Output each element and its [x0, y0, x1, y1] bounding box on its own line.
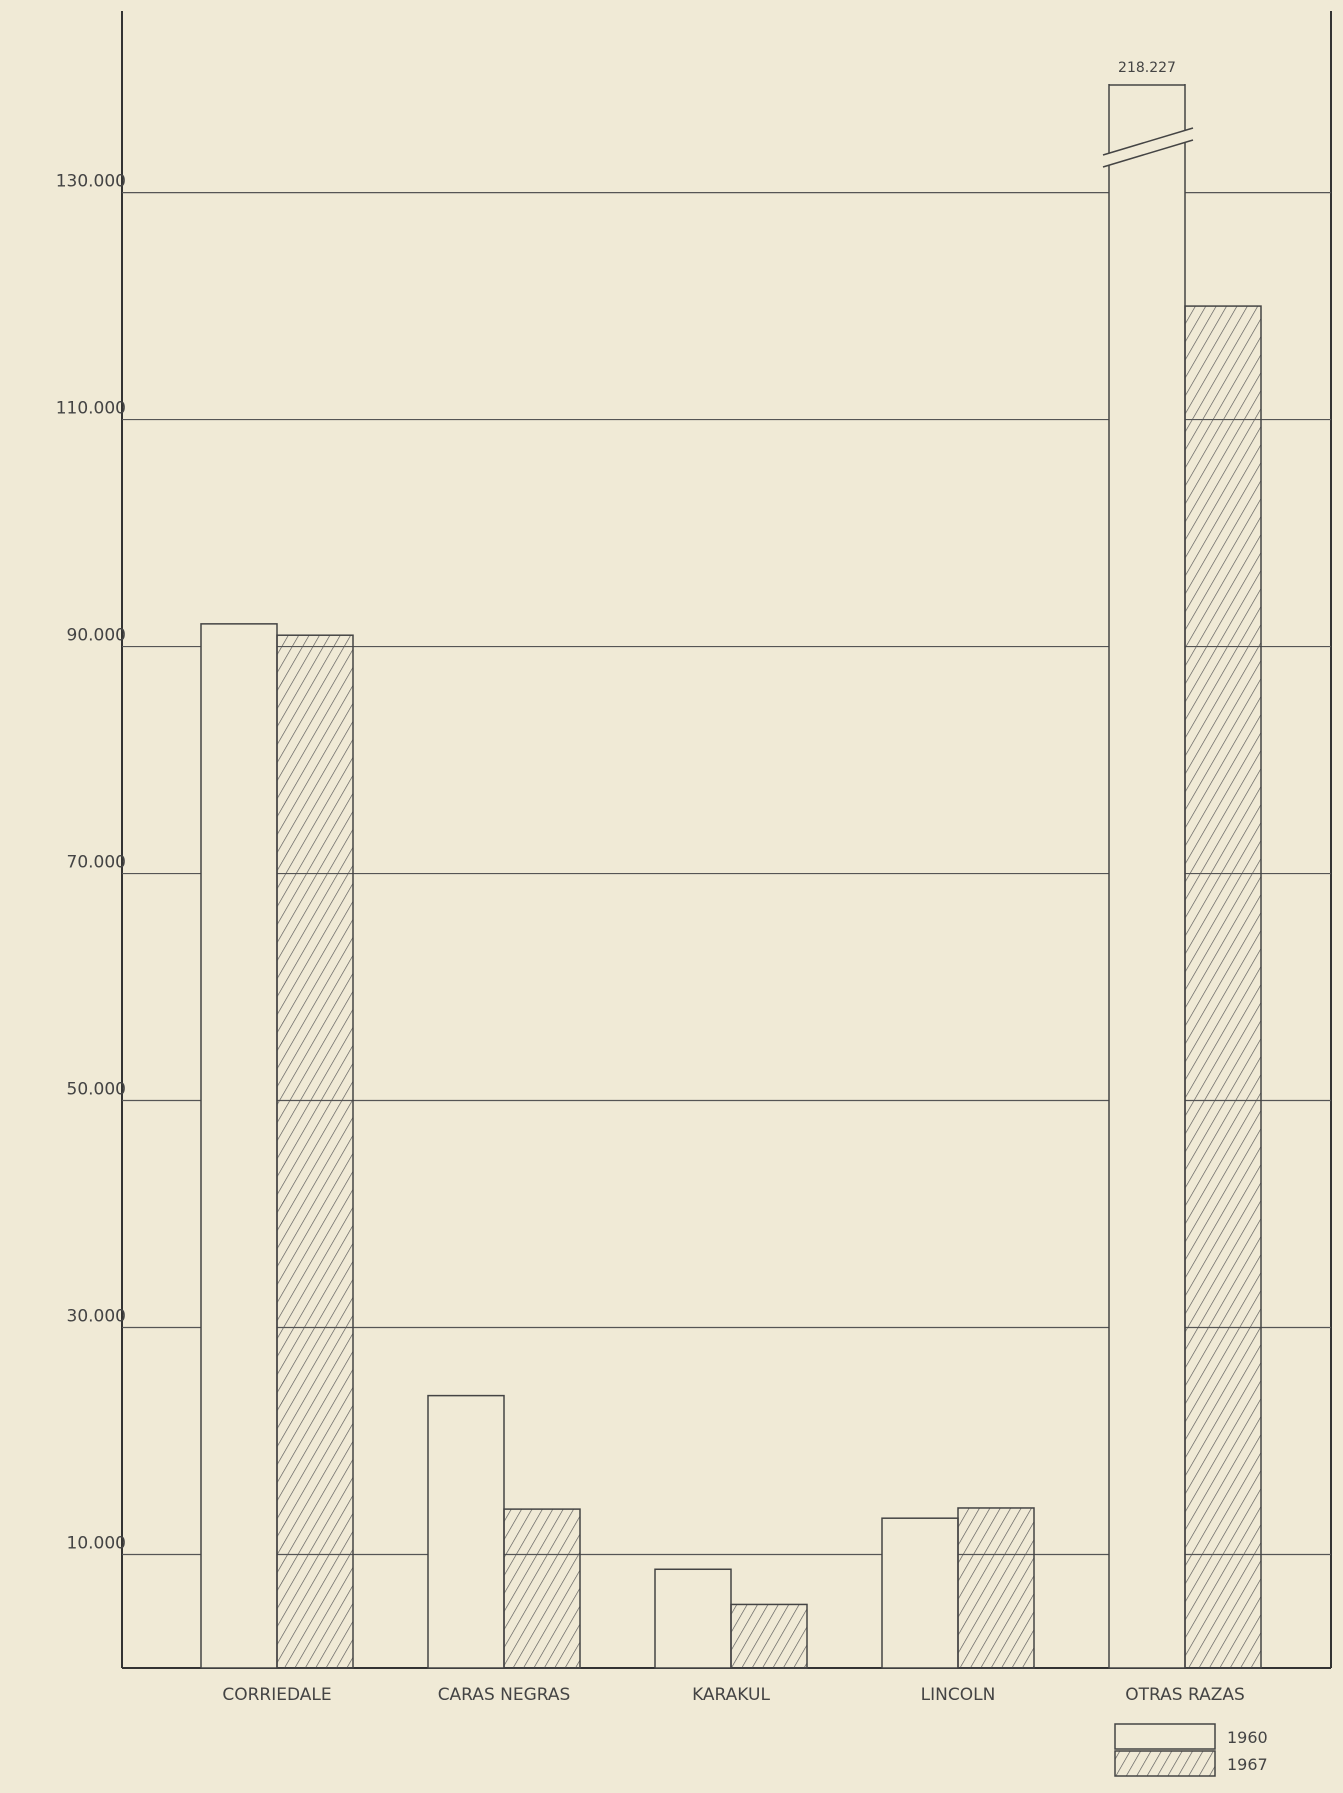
bar [503, 1508, 581, 1669]
x-tick-label: CARAS NEGRAS [438, 1685, 571, 1705]
value-label: 218.227 [1118, 60, 1176, 76]
legend-label: 1967 [1227, 1755, 1268, 1774]
bar [730, 1603, 808, 1669]
bar [276, 634, 354, 1669]
legend-label: 1960 [1227, 1728, 1268, 1747]
y-tick-label: 90.000 [67, 626, 126, 646]
axis-break-line [1102, 127, 1194, 156]
y-tick-label: 70.000 [67, 853, 126, 873]
x-tick-label: LINCOLN [921, 1685, 996, 1705]
bar [881, 1517, 959, 1669]
bar [1184, 305, 1262, 1669]
x-tick-label: KARAKUL [692, 1685, 770, 1705]
axis-break [1103, 128, 1193, 167]
bar [200, 623, 278, 1669]
axis-break-line [1102, 139, 1194, 168]
y-tick-label: 50.000 [67, 1080, 126, 1100]
bar [654, 1568, 732, 1669]
y-tick-label: 130.000 [56, 172, 126, 192]
bar [427, 1394, 505, 1669]
bars [200, 84, 1262, 1669]
y-tick-label: 110.000 [56, 399, 126, 419]
x-tick-label: CORRIEDALE [222, 1685, 331, 1705]
x-tick-label: OTRAS RAZAS [1125, 1685, 1245, 1705]
legend-swatch [1114, 1750, 1216, 1777]
y-tick-label: 30.000 [67, 1307, 126, 1327]
legend-swatch [1114, 1723, 1216, 1750]
bar [1108, 84, 1186, 1669]
y-tick-label: 10.000 [67, 1534, 126, 1554]
bar [957, 1507, 1035, 1669]
